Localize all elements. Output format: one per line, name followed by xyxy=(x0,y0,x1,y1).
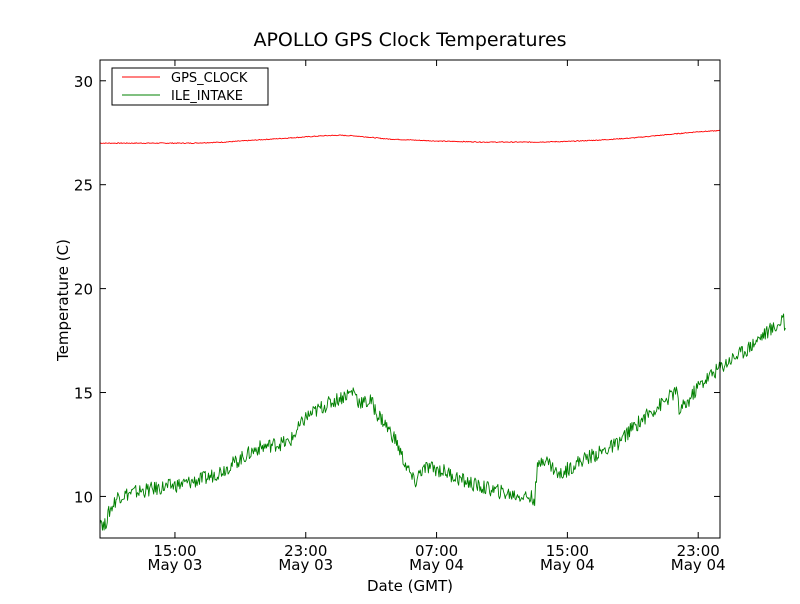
chart-title: APOLLO GPS Clock Temperatures xyxy=(253,29,566,51)
x-axis-label: Date (GMT) xyxy=(367,577,453,595)
y-tick-label: 30 xyxy=(74,73,93,91)
x-tick-label-date: May 03 xyxy=(148,556,203,574)
plot-frame xyxy=(99,59,721,539)
x-tick-label-time: 15:00 xyxy=(153,542,196,560)
legend-label-gps-clock: GPS_CLOCK xyxy=(171,71,248,86)
x-tick-label-time: 07:00 xyxy=(415,542,458,560)
legend: GPS_CLOCK ILE_INTAKE xyxy=(111,67,269,106)
y-axis-label: Temperature (C) xyxy=(54,239,72,362)
y-tick-label: 10 xyxy=(74,488,93,506)
x-tick-label-date: May 03 xyxy=(278,556,333,574)
x-tick-label-date: May 04 xyxy=(671,556,726,574)
y-tick-label: 15 xyxy=(74,385,93,403)
series-layer xyxy=(99,129,786,531)
y-tick-label: 20 xyxy=(74,281,93,299)
series-line-gps-clock xyxy=(99,129,721,144)
series-line-ile-intake xyxy=(99,313,786,531)
x-tick-label-date: May 04 xyxy=(409,556,464,574)
legend-label-ile-intake: ILE_INTAKE xyxy=(171,89,243,104)
y-tick-label: 25 xyxy=(74,177,93,195)
x-tick-label-time: 23:00 xyxy=(284,542,327,560)
x-tick-label-time: 23:00 xyxy=(677,542,720,560)
legend-box xyxy=(111,67,269,106)
x-tick-label-date: May 04 xyxy=(540,556,595,574)
x-tick-label-time: 15:00 xyxy=(546,542,589,560)
